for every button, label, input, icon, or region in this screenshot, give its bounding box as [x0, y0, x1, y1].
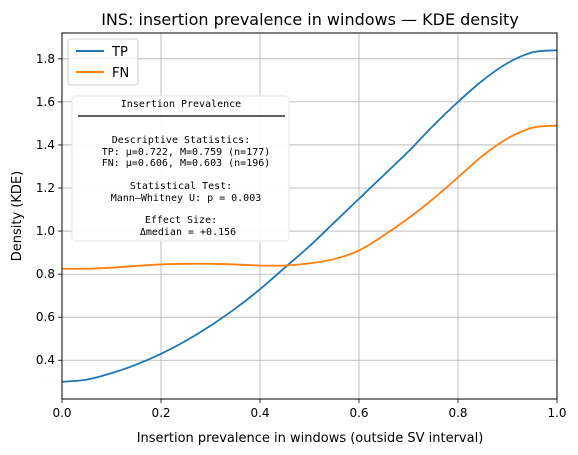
- stats-line-9: Δmedian = +0.156: [140, 227, 236, 238]
- stats-line-3: FN: μ=0.606, M=0.603 (n=196): [102, 158, 271, 169]
- y-tick-label: 1.6: [36, 95, 55, 109]
- y-tick-label: 1.2: [36, 181, 55, 195]
- x-tick-label: 0.6: [349, 406, 368, 420]
- series-line-fn: [61, 124, 558, 270]
- y-tick-label: 0.4: [36, 353, 55, 367]
- x-axis-label: Insertion prevalence in windows (outside…: [137, 431, 484, 446]
- x-tick-label: 0.8: [448, 406, 467, 420]
- stats-line-8: Effect Size:: [145, 215, 217, 226]
- y-axis: 0.4 0.6 0.8 1.0 1.2 1.4 1.6 1.8: [36, 52, 62, 367]
- stats-line-5: Statistical Test:: [130, 181, 232, 192]
- x-tick-label: 1.0: [547, 406, 566, 420]
- y-tick-label: 1.0: [36, 224, 55, 238]
- stats-box: Insertion Prevalence Descriptive Statist…: [71, 95, 290, 242]
- x-tick-label: 0.2: [151, 406, 170, 420]
- x-tick-label: 0.0: [52, 406, 71, 420]
- y-axis-label: Density (KDE): [10, 171, 25, 261]
- stats-line-2: TP: μ=0.722, M=0.759 (n=177): [102, 147, 271, 158]
- y-tick-label: 1.4: [36, 138, 55, 152]
- legend-label-tp: TP: [111, 45, 128, 60]
- y-tick-label: 0.8: [36, 267, 55, 281]
- x-axis: 0.0 0.2 0.4 0.6 0.8 1.0: [52, 399, 567, 420]
- legend-label-fn: FN: [112, 66, 129, 81]
- series-line-tp: [61, 49, 558, 383]
- stats-line-1: Descriptive Statistics:: [112, 135, 250, 146]
- x-tick-label: 0.4: [250, 406, 269, 420]
- y-tick-label: 1.8: [36, 52, 55, 66]
- chart-title: INS: insertion prevalence in windows — K…: [101, 10, 519, 29]
- y-tick-label: 0.6: [36, 310, 55, 324]
- legend: TP FN: [67, 38, 139, 86]
- series-lines: [61, 49, 558, 383]
- stats-header: Insertion Prevalence: [121, 99, 241, 110]
- stats-line-6: Mann–Whitney U: p = 0.003: [111, 193, 262, 204]
- plot-frame: [61, 32, 558, 400]
